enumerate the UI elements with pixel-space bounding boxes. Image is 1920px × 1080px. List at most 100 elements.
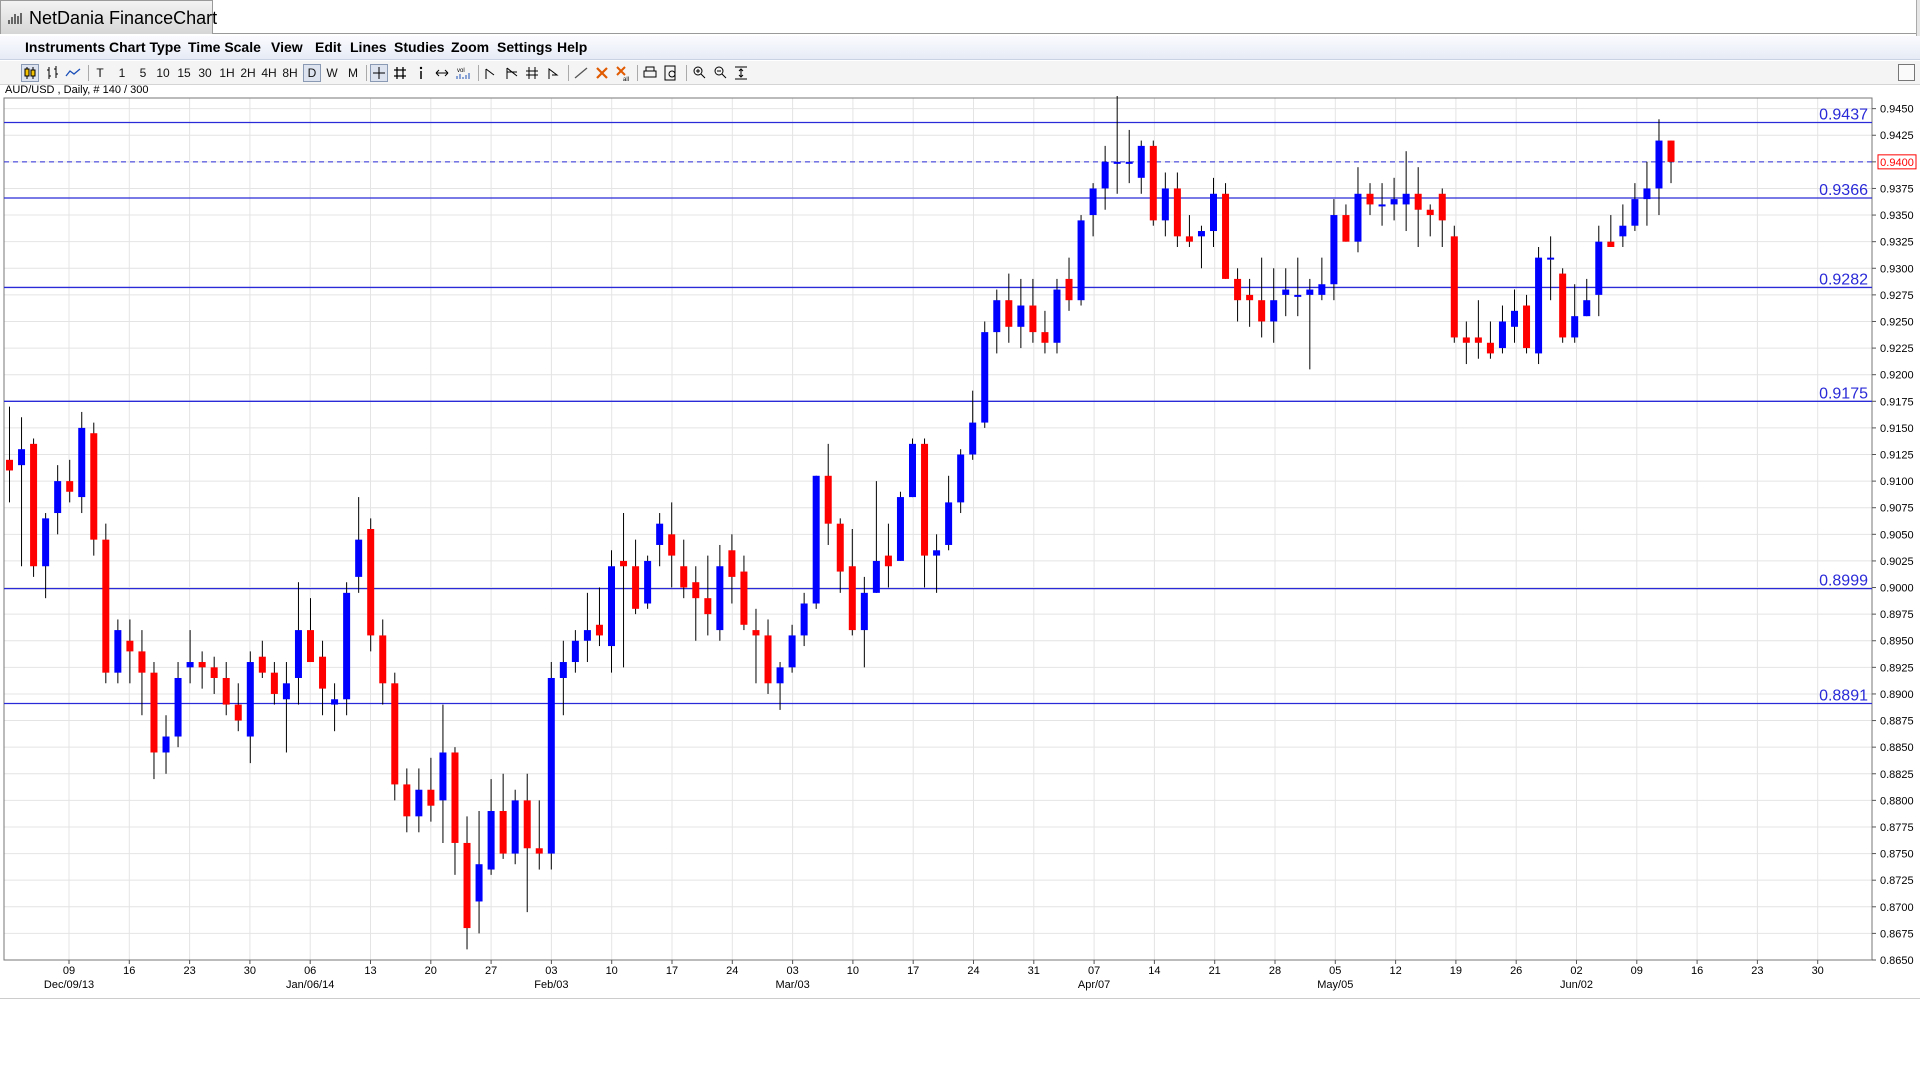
candle-body [1101, 161, 1109, 189]
candle [933, 534, 941, 593]
candle [487, 779, 495, 875]
zoom-out-icon[interactable] [711, 64, 729, 82]
candle-body [54, 481, 62, 514]
candle-body [848, 566, 856, 631]
timeframe-5[interactable]: 5 [139, 66, 147, 80]
menu-chart-type[interactable]: Chart Type [109, 39, 182, 55]
month-label: Feb/03 [534, 979, 568, 991]
candle [1402, 151, 1410, 232]
candlestick-icon[interactable] [21, 64, 39, 82]
candle [981, 321, 989, 428]
timeframe-15[interactable]: 15 [177, 66, 191, 80]
candle [1197, 225, 1205, 269]
candle-body [1667, 140, 1675, 162]
menu-zoom[interactable]: Zoom [451, 39, 490, 55]
candle-body [331, 699, 339, 705]
candle-body [1197, 231, 1205, 237]
candle [728, 534, 736, 604]
menu-time-scale[interactable]: Time Scale [188, 39, 261, 55]
grid-icon[interactable] [391, 64, 409, 82]
gann-icon[interactable] [524, 64, 542, 82]
candle [656, 513, 664, 567]
line-chart-icon[interactable] [64, 64, 82, 82]
timeframe-1[interactable]: 1 [118, 66, 126, 80]
candle-body [547, 677, 555, 854]
fibonacci-icon[interactable] [503, 64, 521, 82]
candle [836, 518, 844, 593]
instrument-label: AUD/USD , Daily, # 140 / 300 [5, 84, 149, 96]
print-preview-icon[interactable] [662, 64, 680, 82]
candle-body [1547, 257, 1555, 260]
timeframe-daily[interactable]: D [303, 64, 321, 82]
zoom-in-icon[interactable] [690, 64, 708, 82]
candle-body [1029, 305, 1037, 333]
candle-body [644, 560, 652, 604]
timeframe-monthly[interactable]: M [348, 66, 358, 80]
menu-view[interactable]: View [271, 39, 303, 55]
candle [668, 502, 676, 588]
candle [1595, 225, 1603, 317]
candle-body [1511, 310, 1518, 327]
draw-line-icon[interactable] [572, 64, 590, 82]
x-tick-label: 31 [1028, 965, 1040, 977]
x-tick-label: 21 [1209, 965, 1221, 977]
candle [126, 619, 134, 684]
timeframe-weekly[interactable]: W [326, 66, 338, 80]
y-tick-label: 0.8950 [1880, 636, 1914, 648]
crosshair-icon[interactable] [370, 64, 388, 82]
candle-body [872, 560, 880, 593]
print-icon[interactable] [641, 64, 659, 82]
candle-body [1595, 241, 1603, 295]
candle-body [114, 630, 122, 673]
candle-body [1173, 188, 1181, 237]
bar-chart-icon[interactable] [44, 64, 62, 82]
candle-body [1005, 300, 1013, 327]
arrow-icon[interactable] [545, 64, 563, 82]
y-tick-label: 0.9150 [1880, 423, 1914, 435]
candle [1330, 199, 1338, 301]
candle-body [463, 842, 471, 929]
delete-all-icon[interactable]: all [614, 64, 632, 82]
fit-icon[interactable] [732, 64, 750, 82]
price-chart[interactable]: 0.9437 0.9366 0.9282 0.9175 0.8999 0.8891 0.9… [0, 96, 1920, 1000]
menu-instruments[interactable]: Instruments [25, 39, 106, 55]
volume-icon[interactable]: vol [454, 64, 472, 82]
candle [945, 475, 953, 551]
current-price-tag [1877, 154, 1917, 170]
menu-edit[interactable]: Edit [315, 39, 342, 55]
timeframe-10[interactable]: 10 [156, 66, 170, 80]
timeframe-30[interactable]: 30 [198, 66, 212, 80]
menu-settings[interactable]: Settings [497, 39, 553, 55]
candle [1185, 215, 1193, 247]
candle [644, 555, 652, 609]
timeframe-4h[interactable]: 4H [261, 66, 277, 80]
timeframe-tick[interactable]: T [96, 66, 104, 80]
y-tick-label: 0.9100 [1880, 476, 1914, 488]
delete-icon[interactable] [593, 64, 611, 82]
candle-body [66, 481, 74, 492]
candle [1583, 278, 1591, 317]
pan-icon[interactable] [433, 64, 451, 82]
month-label: Jan/06/14 [286, 979, 334, 991]
candle-body [18, 449, 26, 466]
candle-body [1306, 289, 1314, 295]
candle [162, 715, 170, 774]
y-tick-label: 0.9075 [1880, 503, 1914, 515]
candle-body [1571, 316, 1579, 338]
candle-body [1210, 193, 1217, 232]
timeframe-1h[interactable]: 1H [219, 66, 235, 80]
candle-body [1053, 289, 1061, 343]
toolbar-separator [568, 65, 569, 81]
menu-lines[interactable]: Lines [350, 39, 387, 55]
timeframe-2h[interactable]: 2H [240, 66, 256, 80]
info-icon[interactable] [412, 64, 430, 82]
month-label: Apr/07 [1078, 979, 1110, 991]
timeframe-8h[interactable]: 8H [282, 66, 298, 80]
trend-line-icon[interactable] [482, 64, 500, 82]
menu-studies[interactable]: Studies [394, 39, 445, 55]
x-tick-label: 23 [183, 965, 195, 977]
panel-toggle-button[interactable] [1898, 64, 1915, 81]
x-tick-label: 12 [1389, 965, 1401, 977]
y-tick-label: 0.8650 [1880, 955, 1914, 967]
menu-help[interactable]: Help [557, 39, 588, 55]
